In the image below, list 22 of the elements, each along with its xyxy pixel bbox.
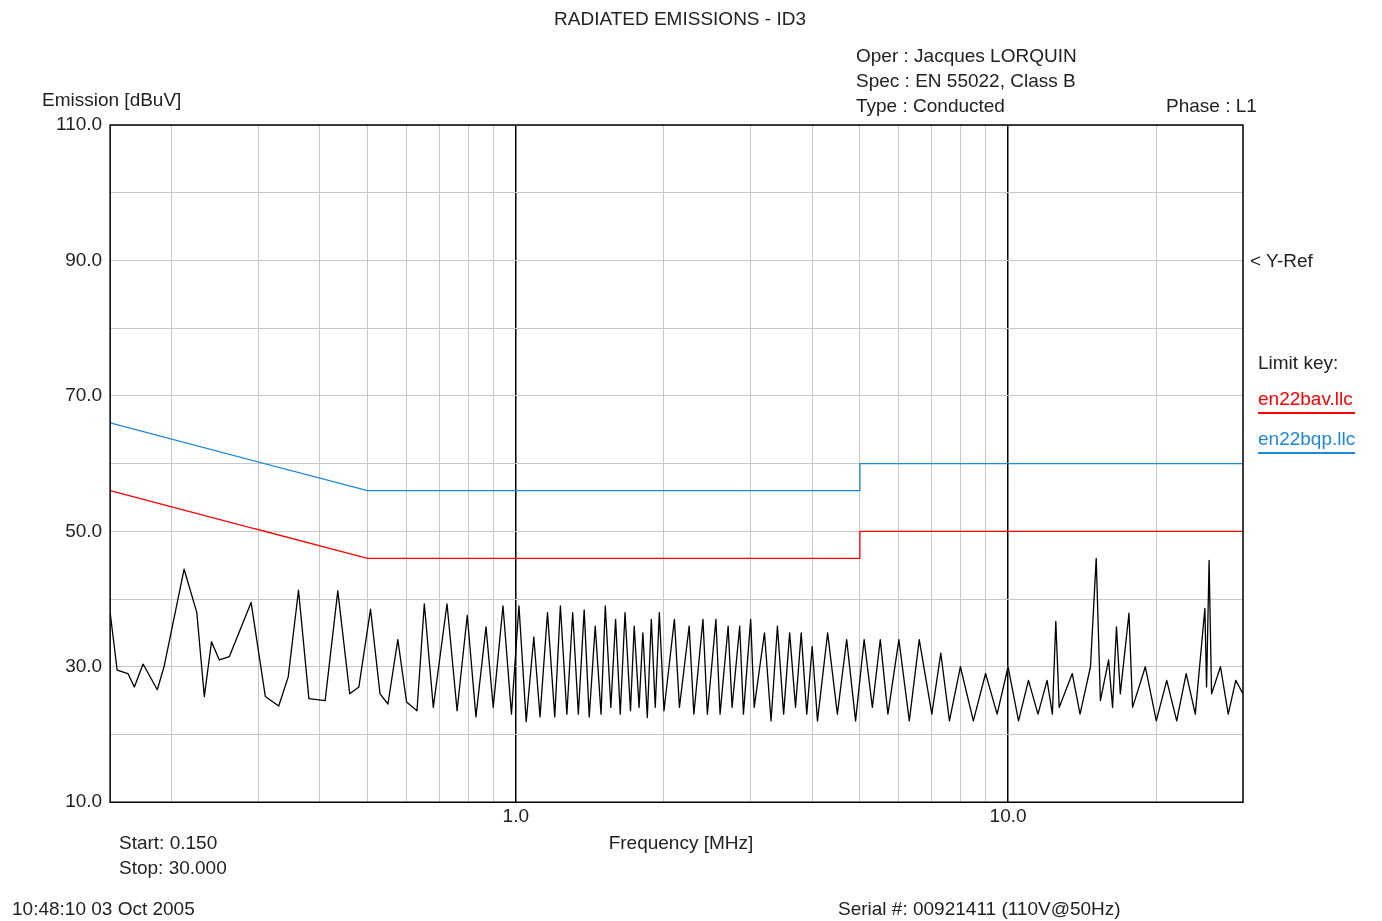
y-tick-label: 90.0 <box>65 248 103 270</box>
text: Type : Conducted <box>856 95 1005 117</box>
y-tick-label: 10.0 <box>65 790 103 812</box>
y-axis-title: Emission [dBuV] <box>42 89 182 111</box>
y-tick-label: 30.0 <box>65 654 103 676</box>
y-tick-label: 70.0 <box>65 384 103 406</box>
text: Start: 0.150 <box>119 832 218 854</box>
series-label: en22bqp.llc <box>1258 428 1356 454</box>
text: Oper : Jacques LORQUIN <box>856 45 1077 67</box>
text: 10:48:10 03 Oct 2005 <box>12 898 195 920</box>
x-axis-title: Frequency [MHz] <box>608 832 754 854</box>
legend-title: Limit key: <box>1258 352 1340 374</box>
text: Serial #: 00921411 (110V@50Hz) <box>838 898 1121 920</box>
y-tick-label: 110.0 <box>56 113 103 135</box>
text: < Y-Ref <box>1250 250 1313 272</box>
text: Phase : L1 <box>1166 95 1257 117</box>
x-tick-label: 1.0 <box>502 804 529 826</box>
text: en22bav.llc <box>1258 388 1356 414</box>
text: Stop: 30.000 <box>119 857 227 879</box>
text: Spec : EN 55022, Class B <box>856 70 1076 92</box>
y-tick-label: 50.0 <box>65 519 103 541</box>
chart-title: RADIATED EMISSIONS - ID3 <box>554 8 806 30</box>
